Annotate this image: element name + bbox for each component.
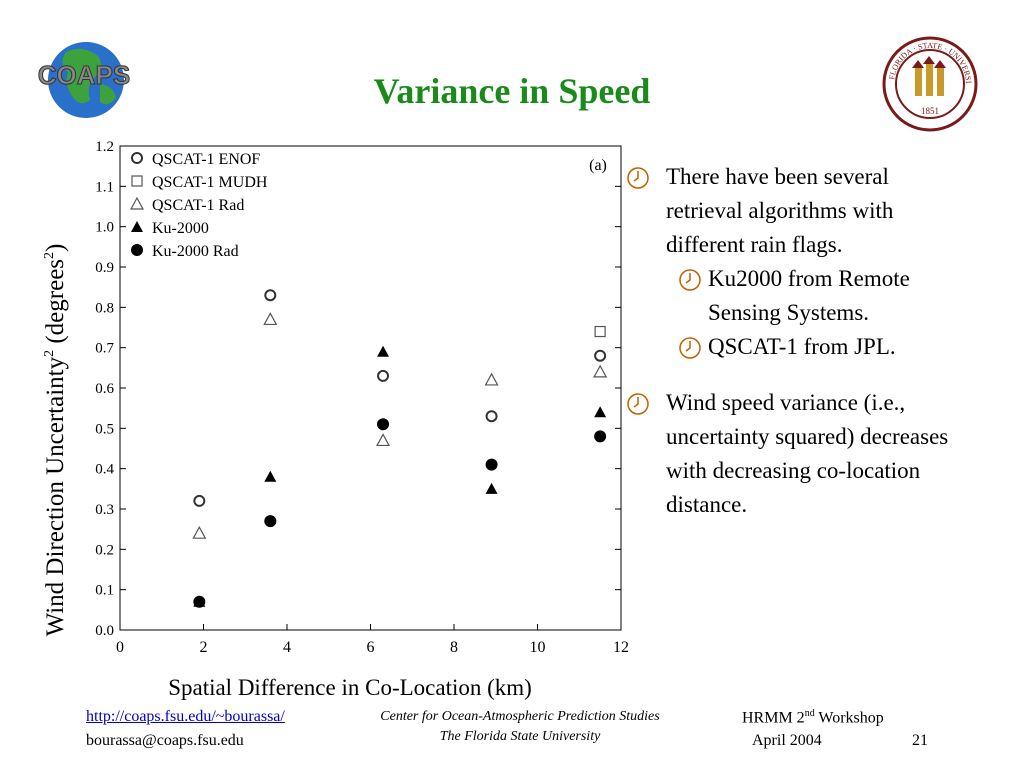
x-ticks: 0 2 4 6 8 10 12 [116,624,629,656]
data-point-filled-triangle [377,345,390,357]
y-ticks: 0.0 0.1 0.2 0.3 0.4 0.5 0.6 0.7 0.8 0.9 1.0 1.1 1.2 [95,139,621,639]
clock-bullet-icon [679,269,701,291]
y-tick-label: 0.9 [95,260,114,276]
coaps-logo-text: COAPS [38,60,130,90]
y-tick-label: 0.6 [95,381,114,397]
y-tick-label: 1.2 [95,139,114,155]
y-tick-label: 0.3 [95,502,114,518]
data-point-filled-triangle [594,406,607,418]
legend-marker-open-circle [131,152,143,164]
x-tick-label: 8 [450,639,458,656]
data-point-filled-circle [193,595,206,608]
panel-annotation: (a) [589,157,607,174]
scatter-chart: Wind Direction Uncertainty2 (degrees2) 0… [42,139,629,700]
footer-affiliation: Center for Ocean-Atmospheric Prediction … [340,707,700,747]
legend-marker-filled-triangle [131,221,143,232]
footer-date: April 2004 [752,732,822,749]
data-point-filled-triangle [264,470,277,482]
data-point-open-circle [264,289,277,302]
legend-label: Ku-2000 Rad [152,243,239,260]
legend-label: QSCAT-1 Rad [152,197,244,214]
data-point-open-circle [193,494,206,507]
plot-frame [119,145,622,631]
legend-marker-filled-circle [131,244,143,256]
legend: QSCAT-1 ENOF QSCAT-1 MUDH QSCAT-1 Rad Ku-20… [129,151,268,260]
seal-year: 1851 [921,106,939,116]
clock-bullet-icon [627,167,649,189]
bullet-text: There have been several retrieval algori… [666,164,894,257]
y-tick-label: 0.5 [95,421,114,437]
x-tick-label: 2 [200,639,208,656]
y-axis-label-main: Wind Direction Uncertainty [42,356,69,636]
footer-page-number: 21 [912,732,928,749]
y-tick-label: 0.1 [95,583,114,599]
x-tick-label: 10 [530,639,546,656]
data-point-filled-triangle [485,482,498,494]
data-point-open-square [594,325,606,338]
sub-bullet-item: Ku2000 from Remote Sensing Systems. [626,262,971,330]
bullet-text: Wind speed variance (i.e., uncertainty s… [666,390,949,517]
legend-label: QSCAT-1 ENOF [152,151,260,168]
x-tick-label: 0 [116,639,124,656]
y-tick-label: 0.7 [95,341,114,357]
data-points [192,289,608,608]
y-tick-label: 0.8 [95,300,114,316]
x-tick-label: 12 [613,639,629,656]
data-point-filled-circle [377,418,390,431]
clock-bullet-icon [627,393,649,415]
x-axis-label: Spatial Difference in Co-Location (km) [168,675,532,700]
legend-label: QSCAT-1 MUDH [152,174,268,191]
legend-marker-open-triangle [129,196,145,210]
y-tick-label: 1.1 [95,179,114,195]
y-tick-label: 0.4 [95,462,114,478]
y-tick-label: 0.2 [95,542,114,558]
sub-bullet-text: QSCAT-1 from JPL. [708,334,896,359]
bullet-item-2: Wind speed variance (i.e., uncertainty s… [626,386,971,522]
footer-workshop: HRMM 2nd Workshop [742,708,884,727]
data-point-filled-circle [594,430,607,443]
data-point-open-triangle [376,433,391,447]
data-point-open-triangle [484,372,499,386]
data-point-filled-circle [485,458,498,471]
y-tick-label: 0.0 [95,623,114,639]
x-tick-label: 4 [283,639,291,656]
bullet-list: There have been several retrieval algori… [626,160,971,522]
bullet-item-1: There have been several retrieval algori… [626,160,971,262]
legend-label: Ku-2000 [152,220,209,237]
data-point-open-circle [594,349,607,362]
data-point-open-triangle [192,525,207,539]
footer-center-line2: The Florida State University [439,729,601,744]
slide-title: Variance in Speed [373,71,651,111]
legend-marker-open-square [131,175,143,187]
y-axis-label: Wind Direction Uncertainty2 (degrees2) [42,244,69,637]
fsu-seal: FLORIDA · STATE · UNIVERSITY 1851 [882,36,978,132]
data-point-open-circle [485,410,498,423]
coaps-logo: COAPS [37,42,131,118]
footer-email: bourassa@coaps.fsu.edu [86,732,244,749]
svg-text:Wind Direction Uncertainty2 (d: Wind Direction Uncertainty2 (degrees2) [42,244,69,637]
footer-url-link[interactable]: http://coaps.fsu.edu/~bourassa/ [86,708,285,725]
data-point-open-circle [377,369,390,382]
sub-bullet-item: QSCAT-1 from JPL. [626,330,971,364]
footer-center-line1: Center for Ocean-Atmospheric Prediction … [380,709,660,724]
y-tick-label: 1.0 [95,220,114,236]
clock-bullet-icon [679,337,701,359]
data-point-open-triangle [263,312,278,326]
data-point-open-triangle [593,364,608,378]
x-tick-label: 6 [367,639,375,656]
sub-bullet-text: Ku2000 from Remote Sensing Systems. [708,266,910,325]
data-point-filled-circle [264,515,277,528]
